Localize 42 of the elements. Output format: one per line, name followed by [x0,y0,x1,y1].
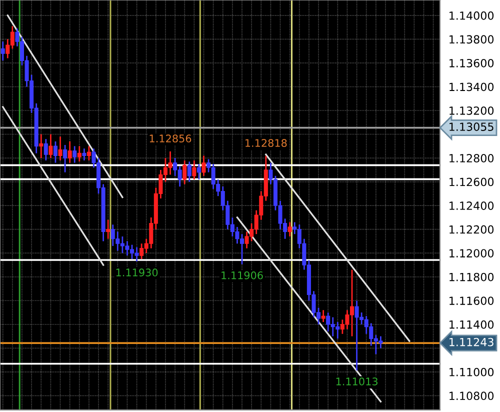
candlestick [39,134,44,159]
ref-line-label: 1.13055 [450,122,494,131]
candlestick [82,148,86,162]
candlestick [44,138,48,162]
candlestick [48,134,53,159]
y-tick-label: 1.12600 [450,178,494,186]
y-tick-label: 1.11600 [450,296,494,305]
annotation: 1.11930 [116,268,158,276]
candlestick [58,136,62,162]
y-tick-label: 1.11800 [450,272,494,282]
candlestick [187,160,192,182]
candlestick [53,140,58,164]
annotation: 1.11906 [222,271,263,280]
y-tick-label: 1.11000 [450,368,494,376]
y-tick-label: 1.12200 [450,225,494,234]
y-tick-label: 1.13600 [450,58,494,68]
candlestick [192,160,196,180]
candlestick [0,40,5,62]
y-tick-label: 1.13400 [450,82,494,92]
candlestick [106,219,110,240]
annotation: 1.11013 [336,378,378,386]
candlestick [321,309,326,323]
candlestick [182,160,187,185]
annotation: 1.12818 [246,139,287,147]
candlestick [77,145,82,162]
y-tick-label: 1.10800 [450,392,494,400]
candlestick [72,145,77,164]
candlestick [68,140,72,164]
candlestick [196,163,201,180]
y-tick-label: 1.11400 [450,320,494,329]
y-tick-label: 1.14000 [450,11,494,20]
y-tick-label: 1.13800 [450,35,494,44]
y-tick-label: 1.13200 [450,106,494,115]
y-tick-label: 1.12000 [450,249,494,258]
candlestick [202,154,206,177]
candlestick [86,145,91,162]
ref-line-label: 1.11243 [450,338,494,346]
candlestick [63,144,68,173]
candlestick [288,222,292,238]
annotation: 1.12856 [150,134,192,142]
y-tick-label: 1.12800 [450,154,494,162]
y-tick-label: 1.12400 [450,202,494,210]
